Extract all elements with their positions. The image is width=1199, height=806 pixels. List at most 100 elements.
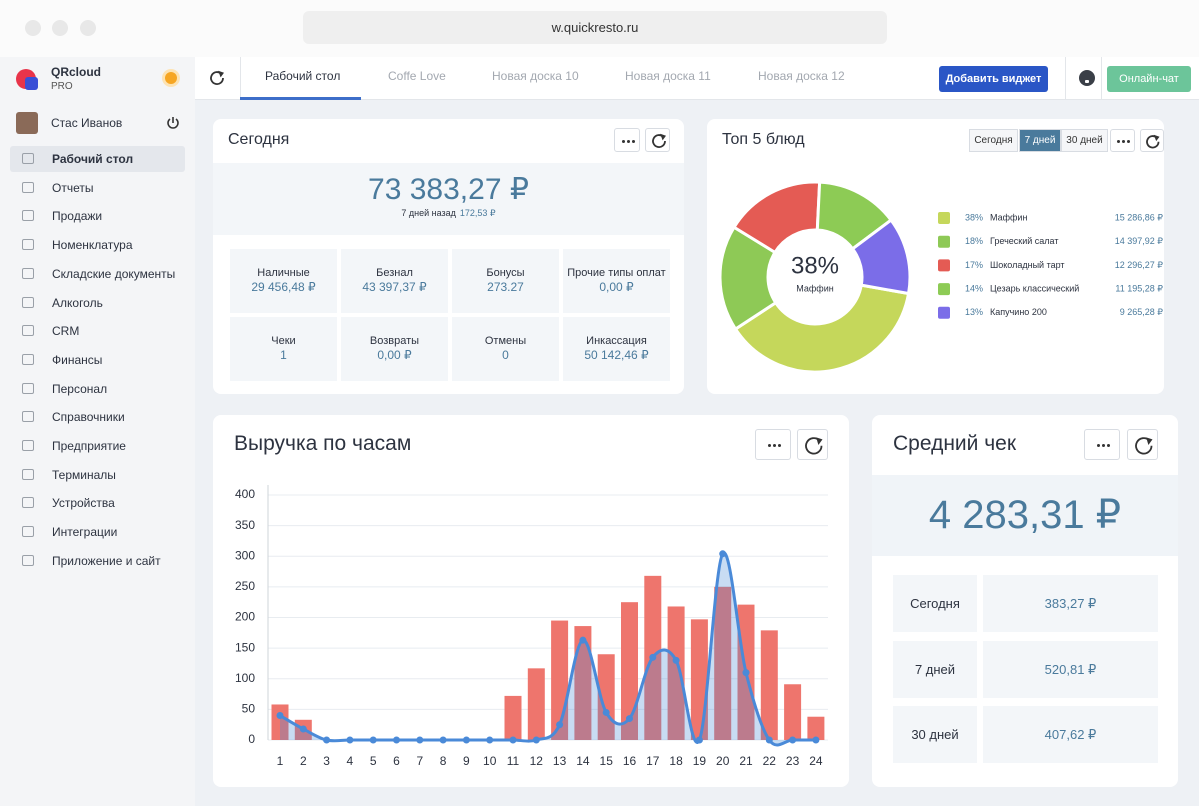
point	[673, 657, 680, 664]
help-mark	[1085, 80, 1089, 83]
point	[719, 550, 726, 557]
add-widget-button[interactable]: Добавить виджет	[939, 66, 1048, 92]
menu-item[interactable]: Устройства	[10, 490, 185, 516]
refresh-button[interactable]	[1127, 429, 1158, 460]
stat-value: 43 397,37 ₽	[341, 280, 448, 294]
menu-item[interactable]: Номенклатура	[10, 232, 185, 258]
dot	[1097, 444, 1100, 447]
legend-amount: 12 296,27 ₽	[1115, 260, 1164, 270]
x-tick-label: 19	[693, 754, 707, 768]
row-value: 520,81 ₽	[983, 641, 1158, 698]
tab-underline	[240, 97, 361, 100]
menu-icon	[22, 268, 34, 279]
menu-label: Номенклатура	[52, 238, 133, 252]
dot	[632, 140, 635, 143]
toolbar: Рабочий стол Coffe Love Новая доска 10 Нова…	[195, 57, 1199, 100]
refresh-arrow	[1146, 437, 1152, 445]
refresh-button[interactable]	[645, 128, 670, 152]
menu-item[interactable]: Справочники	[10, 404, 185, 430]
divider	[1101, 57, 1102, 100]
stat-value: 1	[230, 348, 337, 362]
chat-button[interactable]: Онлайн-чат	[1107, 66, 1191, 92]
y-tick-label: 400	[235, 487, 255, 501]
menu-item[interactable]: Финансы	[10, 347, 185, 373]
row-value: 383,27 ₽	[983, 575, 1158, 632]
menu-label: Предприятие	[52, 439, 126, 453]
stat-label: Отмены	[452, 335, 559, 347]
total: 73 383,27 ₽	[213, 172, 684, 207]
menu-item[interactable]: Отчеты	[10, 175, 185, 201]
menu-item[interactable]: Алкоголь	[10, 290, 185, 316]
divider	[240, 57, 241, 100]
menu-item[interactable]: Персонал	[10, 376, 185, 402]
row-label: 30 дней	[893, 706, 977, 763]
stat-cell: Чеки1	[230, 317, 337, 381]
menu-icon	[22, 440, 34, 451]
tab[interactable]: Рабочий стол	[265, 69, 340, 83]
point	[789, 737, 796, 744]
stat-cell: Наличные29 456,48 ₽	[230, 249, 337, 313]
point	[346, 737, 353, 744]
legend-percent: 38%	[965, 212, 983, 222]
revenue-widget: Выручка по часам050100150200250300350400…	[213, 415, 849, 787]
x-tick-label: 18	[669, 754, 683, 768]
legend-percent: 18%	[965, 236, 983, 246]
theme-toggle[interactable]	[165, 72, 177, 84]
menu-label: Персонал	[52, 382, 107, 396]
menu-item[interactable]: Приложение и сайт	[10, 548, 185, 574]
more-button[interactable]	[614, 128, 640, 152]
x-tick-label: 17	[646, 754, 660, 768]
menu-item[interactable]: Продажи	[10, 203, 185, 229]
x-tick-label: 4	[347, 754, 354, 768]
brand: QRcloud	[51, 65, 101, 79]
tab[interactable]: Новая доска 10	[492, 69, 579, 83]
point	[649, 654, 656, 661]
tab[interactable]: Новая доска 11	[625, 69, 711, 83]
stat-cell: Прочие типы оплат0,00 ₽	[563, 249, 670, 313]
menu-icon	[22, 153, 34, 164]
logo-accent	[25, 77, 38, 90]
stat-value: 0	[452, 348, 559, 362]
x-tick-label: 3	[323, 754, 330, 768]
x-tick-label: 22	[763, 754, 777, 768]
y-tick-label: 200	[235, 610, 255, 624]
help-button[interactable]	[1079, 70, 1095, 86]
point	[812, 737, 819, 744]
tab[interactable]: Новая доска 12	[758, 69, 845, 83]
menu-item[interactable]: Предприятие	[10, 433, 185, 459]
stat-value: 0,00 ₽	[341, 348, 448, 362]
x-tick-label: 12	[530, 754, 544, 768]
stat-cell: Отмены0	[452, 317, 559, 381]
legend-percent: 14%	[965, 283, 983, 293]
more-button[interactable]	[1084, 429, 1120, 460]
tab[interactable]: Coffe Love	[388, 69, 446, 83]
x-tick-label: 16	[623, 754, 637, 768]
menu-item[interactable]: Терминалы	[10, 462, 185, 488]
menu-item[interactable]: CRM	[10, 318, 185, 344]
legend-percent: 17%	[965, 260, 983, 270]
stat-cell: Возвраты0,00 ₽	[341, 317, 448, 381]
bar	[784, 684, 801, 740]
menu-item[interactable]: Интеграции	[10, 519, 185, 545]
menu-label: Отчеты	[52, 181, 93, 195]
avatar	[16, 112, 38, 134]
x-tick-label: 11	[507, 754, 520, 768]
bar	[528, 668, 545, 740]
menu-icon	[22, 411, 34, 422]
compare-label: 7 дней назад	[401, 208, 456, 218]
x-tick-label: 13	[553, 754, 567, 768]
window-dot	[52, 20, 68, 36]
legend-amount: 11 195,28 ₽	[1115, 283, 1163, 293]
plan: PRO	[51, 81, 73, 92]
menu-item[interactable]: Рабочий стол	[10, 146, 185, 172]
menu-icon	[22, 497, 34, 508]
menu-label: Приложение и сайт	[52, 554, 161, 568]
window-dot	[80, 20, 96, 36]
point	[603, 709, 610, 716]
y-tick-label: 0	[248, 732, 255, 746]
stat-value: 50 142,46 ₽	[563, 348, 670, 362]
refresh-icon	[209, 70, 225, 86]
menu-item[interactable]: Складские документы	[10, 261, 185, 287]
menu-label: Продажи	[52, 209, 102, 223]
stat-value: 0,00 ₽	[563, 280, 670, 294]
